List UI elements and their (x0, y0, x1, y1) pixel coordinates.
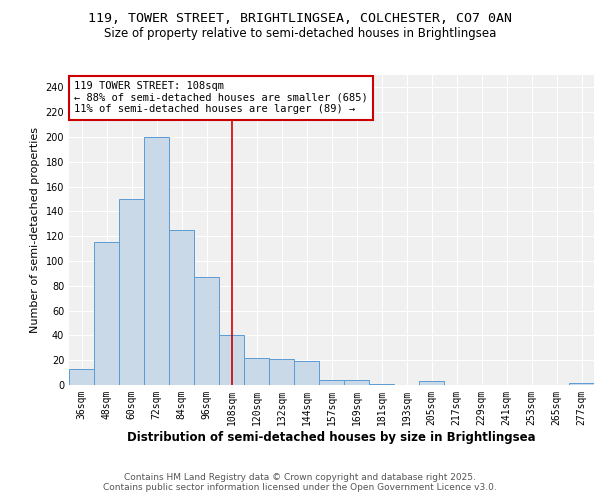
Bar (194, 277, 219, 385)
Text: 119 TOWER STREET: 108sqm
← 88% of semi-detached houses are smaller (685)
11% of : 119 TOWER STREET: 108sqm ← 88% of semi-d… (74, 81, 368, 114)
Y-axis label: Number of semi-detached properties: Number of semi-detached properties (30, 127, 40, 333)
Bar (319, 380, 344, 385)
X-axis label: Distribution of semi-detached houses by size in Brightlingsea: Distribution of semi-detached houses by … (127, 430, 536, 444)
Text: 119, TOWER STREET, BRIGHTLINGSEA, COLCHESTER, CO7 0AN: 119, TOWER STREET, BRIGHTLINGSEA, COLCHE… (88, 12, 512, 26)
Bar (369, 384, 394, 385)
Bar (344, 380, 369, 385)
Bar (69, 369, 94, 385)
Text: Contains HM Land Registry data © Crown copyright and database right 2025.
Contai: Contains HM Land Registry data © Crown c… (103, 473, 497, 492)
Bar (169, 230, 194, 385)
Text: Size of property relative to semi-detached houses in Brightlingsea: Size of property relative to semi-detach… (104, 28, 496, 40)
Bar (119, 199, 144, 385)
Bar (269, 359, 294, 385)
Bar (294, 362, 319, 385)
Bar (419, 382, 444, 385)
Bar (219, 336, 244, 385)
Bar (569, 382, 594, 385)
Bar (94, 242, 119, 385)
Bar (244, 358, 269, 385)
Bar (144, 137, 169, 385)
